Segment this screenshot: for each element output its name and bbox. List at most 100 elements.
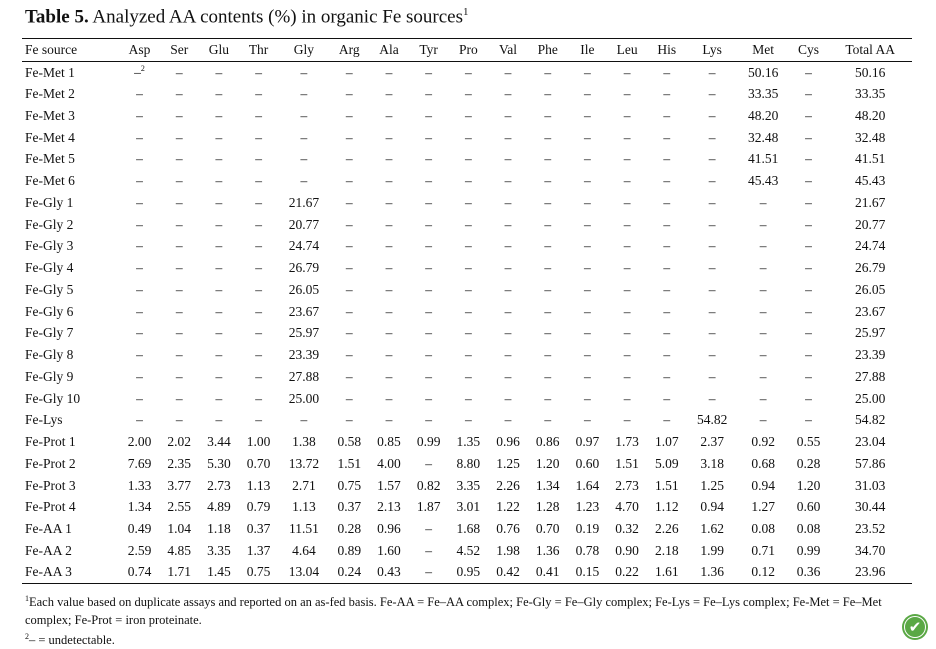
cell-value: – (623, 129, 631, 145)
cell-value: – (300, 86, 308, 102)
table-cell: – (647, 170, 687, 192)
table-cell: – (568, 279, 608, 301)
table-cell: – (239, 301, 279, 323)
table-cell: 1.62 (687, 518, 738, 540)
table-cell: – (647, 301, 687, 323)
table-row: Fe-Gly 5 – – – – 26.05 – – – – – – – – – – – – 26.05 (22, 279, 912, 301)
row-label: Fe-Gly 5 (25, 281, 74, 297)
table-cell: Fe-Gly 2 (22, 214, 120, 236)
row-label: Fe-Prot 4 (25, 499, 76, 515)
cell-value: 0.78 (575, 542, 600, 558)
cell-value: 1.36 (535, 542, 560, 558)
cell-value: 4.00 (377, 455, 401, 471)
cell-value: – (464, 151, 472, 167)
table-cell: 1.57 (369, 475, 409, 497)
table-cell: – (528, 410, 568, 432)
table-cell: 0.70 (239, 453, 279, 475)
table-cell: – (647, 410, 687, 432)
cell-value: 23.39 (288, 347, 320, 363)
table-cell: – (607, 83, 647, 105)
table-cell: 0.99 (789, 540, 829, 562)
table-cell: 0.42 (488, 561, 528, 584)
table-cell: – (449, 192, 489, 214)
table-cell: 1.51 (607, 453, 647, 475)
cell-value: – (544, 216, 552, 232)
cell-value: – (175, 260, 183, 276)
cell-value: – (464, 368, 472, 384)
table-cell: – (647, 214, 687, 236)
table-cell: – (528, 344, 568, 366)
row-label: Fe-Prot 1 (25, 434, 76, 450)
table-cell: – (647, 344, 687, 366)
table-cell: – (369, 410, 409, 432)
cell-value: 50.16 (747, 64, 779, 80)
table-cell: – (647, 388, 687, 410)
table-cell: – (789, 62, 829, 84)
table-cell: 4.70 (607, 497, 647, 519)
table-cell: 0.49 (120, 518, 160, 540)
cell-value: – (175, 216, 183, 232)
cell-value: – (584, 281, 591, 297)
table-cell: – (789, 388, 829, 410)
row-label: Fe-Lys (25, 412, 63, 428)
cell-value: – (805, 260, 812, 276)
table-cell: 24.74 (828, 236, 912, 258)
cell-value: – (805, 390, 812, 406)
cell-value: – (464, 347, 472, 363)
table-cell: – (449, 257, 489, 279)
cell-value: – (345, 390, 353, 406)
cell-value: – (464, 390, 472, 406)
table-row: Fe-AA 2 2.59 4.85 3.35 1.37 4.64 0.89 1.60 – 4.52… (22, 540, 912, 562)
table-cell: Fe-Gly 1 (22, 192, 120, 214)
cell-value: – (504, 325, 512, 341)
cell-value: 23.39 (855, 347, 886, 363)
table-cell: – (789, 366, 829, 388)
cell-value: – (425, 542, 433, 558)
table-cell: – (488, 301, 528, 323)
cell-value: 2.18 (654, 542, 679, 558)
cell-value: – (425, 260, 433, 276)
cell-value: – (805, 64, 812, 80)
table-cell: – (199, 62, 239, 84)
table-cell: 33.35 (738, 83, 789, 105)
cell-value: 1.73 (615, 434, 639, 450)
table-cell: 2.18 (647, 540, 687, 562)
table-cell: – (528, 323, 568, 345)
cell-value: – (425, 303, 433, 319)
cell-value: 50.16 (855, 64, 886, 80)
cell-value: 0.15 (575, 564, 600, 580)
cell-value: – (345, 129, 353, 145)
cell-value: – (464, 303, 472, 319)
cell-value: – (584, 173, 591, 189)
table-cell: – (120, 127, 160, 149)
leaf-icon[interactable]: ✔ (902, 614, 928, 640)
cell-value: – (623, 281, 631, 297)
cell-value: – (584, 347, 591, 363)
table-cell: Fe-Met 3 (22, 105, 120, 127)
cell-value: 1.62 (700, 521, 724, 537)
cell-value: – (255, 303, 262, 319)
table-cell: – (199, 301, 239, 323)
cell-value: 1.27 (751, 499, 775, 515)
table-cell: – (488, 323, 528, 345)
table-cell: – (278, 410, 329, 432)
cell-value: – (300, 64, 308, 80)
table-cell: – (488, 344, 528, 366)
table-cell: 0.82 (409, 475, 449, 497)
table-row: Fe-Met 2 – – – – – – – – – – – – – – – 33.35 – 33.35 (22, 83, 912, 105)
table-cell: – (329, 344, 369, 366)
cell-value: – (425, 173, 433, 189)
cell-value: – (504, 238, 512, 254)
cell-value: 2.00 (127, 434, 152, 450)
table-cell: – (607, 192, 647, 214)
cell-value: – (759, 281, 767, 297)
cell-value: – (175, 129, 183, 145)
table-cell: 2.02 (159, 431, 199, 453)
cell-value: 0.41 (535, 564, 560, 580)
table-cell: 1.38 (278, 431, 329, 453)
cell-value: – (215, 260, 223, 276)
cell-value: – (464, 107, 472, 123)
cell-value: 0.74 (127, 564, 152, 580)
table-cell: – (488, 83, 528, 105)
table-cell: 0.37 (329, 497, 369, 519)
